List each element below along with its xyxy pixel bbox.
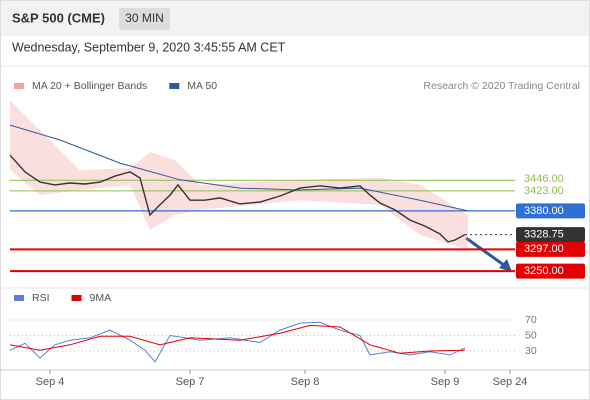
legend-swatch	[169, 83, 180, 89]
legend-label: MA 20 + Bollinger Bands	[32, 80, 147, 92]
y-tick-label: 50	[525, 329, 537, 341]
interval-badge[interactable]	[119, 8, 170, 30]
level-label: 3380.00	[524, 205, 564, 217]
series-line	[9, 324, 466, 354]
legend-swatch	[71, 295, 82, 301]
level-label: 3446.00	[524, 173, 564, 185]
level-box	[516, 203, 585, 219]
date: Wednesday, September 9, 2020 3:45:55 AM …	[12, 40, 286, 54]
legend-label: 9MA	[90, 292, 112, 304]
level-box	[516, 241, 585, 257]
level-box	[516, 263, 585, 279]
y-tick-label: 70	[525, 314, 537, 326]
credit: Research © 2020 Trading Central	[423, 80, 580, 92]
x-tick-label: Sep 24	[493, 376, 528, 388]
interval[interactable]: 30 MIN	[125, 11, 164, 25]
arrow	[465, 236, 509, 270]
x-tick-label: Sep 7	[176, 376, 205, 388]
legend-swatch	[14, 295, 24, 301]
level-label: 3328.75	[524, 229, 564, 241]
level-label: 3250.00	[524, 265, 564, 277]
series-line	[9, 154, 466, 243]
level-box	[516, 227, 585, 243]
level-label: 3297.00	[524, 243, 564, 255]
y-tick-label: 30	[525, 345, 537, 357]
arrow-head	[499, 259, 512, 272]
legend-swatch	[14, 83, 24, 89]
x-tick-label: Sep 9	[431, 376, 460, 388]
level-label: 3423.00	[524, 185, 564, 197]
series-line	[9, 124, 469, 212]
x-tick-label: Sep 4	[36, 376, 65, 388]
legend-label: MA 50	[187, 80, 217, 92]
legend-label: RSI	[32, 292, 50, 304]
title: S&P 500 (CME)	[12, 10, 105, 25]
x-tick-label: Sep 8	[291, 376, 320, 388]
header-bar	[0, 0, 590, 36]
bollinger-band	[10, 100, 468, 250]
